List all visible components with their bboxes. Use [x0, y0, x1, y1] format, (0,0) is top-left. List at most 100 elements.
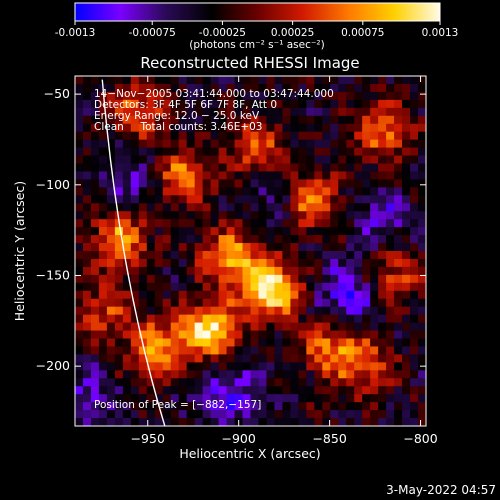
- heatmap-cell: [386, 123, 395, 133]
- heatmap-cell: [330, 123, 339, 133]
- heatmap-cell: [354, 76, 363, 85]
- heatmap-cell: [114, 139, 124, 149]
- heatmap-cell: [154, 91, 164, 101]
- heatmap-cell: [122, 179, 132, 188]
- heatmap-cell: [330, 227, 339, 236]
- heatmap-cell: [354, 314, 363, 324]
- heatmap-cell: [266, 123, 276, 133]
- heatmap-cell: [418, 187, 426, 196]
- heatmap-cell: [210, 107, 220, 117]
- heatmap-cell: [274, 235, 284, 244]
- heatmap-cell: [338, 76, 347, 85]
- heatmap-cell: [298, 235, 307, 244]
- heatmap-cell: [226, 211, 236, 220]
- heatmap-cell: [202, 131, 212, 141]
- heatmap-cell: [282, 147, 291, 157]
- heatmap-cell: [258, 243, 268, 252]
- heatmap-cell: [322, 139, 331, 149]
- heatmap-cell: [314, 227, 323, 236]
- heatmap-cell: [290, 187, 299, 196]
- heatmap-cell: [266, 298, 276, 308]
- heatmap-cell: [394, 139, 403, 149]
- heatmap-cell: [298, 227, 307, 236]
- heatmap-cell: [298, 402, 307, 411]
- heatmap-cell: [98, 314, 108, 324]
- heatmap-cell: [82, 83, 92, 93]
- heatmap-cell: [250, 131, 260, 141]
- heatmap-cell: [410, 362, 419, 371]
- heatmap-cell: [138, 418, 148, 426]
- heatmap-cell: [290, 282, 299, 292]
- heatmap-cell: [282, 370, 291, 379]
- heatmap-cell: [90, 354, 100, 363]
- heatmap-cell: [394, 418, 403, 426]
- heatmap-cell: [338, 107, 347, 117]
- heatmap-cell: [98, 354, 108, 363]
- heatmap-cell: [114, 99, 124, 109]
- heatmap-cell: [178, 163, 188, 173]
- heatmap-cell: [90, 362, 100, 371]
- heatmap-cell: [75, 76, 84, 85]
- heatmap-cell: [202, 354, 212, 363]
- heatmap-cell: [346, 83, 355, 93]
- heatmap-cell: [346, 251, 355, 260]
- heatmap-cell: [218, 91, 228, 101]
- heatmap-cell: [282, 179, 291, 188]
- heatmap-cell: [226, 195, 236, 204]
- heatmap-cell: [266, 211, 276, 220]
- heatmap-cell: [298, 99, 307, 109]
- heatmap-cell: [106, 322, 116, 332]
- heatmap-cell: [346, 410, 355, 419]
- heatmap-cell: [346, 179, 355, 188]
- heatmap-cell: [75, 410, 84, 419]
- heatmap-cell: [210, 338, 220, 348]
- heatmap-cell: [98, 76, 108, 85]
- heatmap-cell: [282, 290, 291, 300]
- heatmap-cell: [234, 195, 244, 204]
- heatmap-cell: [418, 115, 426, 125]
- heatmap-cell: [98, 139, 108, 149]
- heatmap-cell: [234, 91, 244, 101]
- heatmap-cell: [290, 251, 299, 260]
- heatmap-cell: [75, 83, 84, 93]
- heatmap-cell: [314, 131, 323, 141]
- heatmap-cell: [386, 354, 395, 363]
- heatmap-cell: [362, 298, 371, 308]
- heatmap-cell: [98, 298, 108, 308]
- heatmap-cell: [186, 258, 196, 268]
- heatmap-cell: [202, 362, 212, 371]
- heatmap-cell: [370, 386, 379, 395]
- heatmap-cell: [218, 203, 228, 212]
- heatmap-cell: [106, 282, 116, 292]
- heatmap-cell: [154, 290, 164, 300]
- heatmap-cell: [170, 298, 180, 308]
- heatmap-cell: [170, 139, 180, 149]
- heatmap-cell: [138, 211, 148, 220]
- heatmap-cell: [146, 258, 156, 268]
- heatmap-cell: [282, 338, 291, 348]
- heatmap-cell: [266, 163, 276, 173]
- heatmap-cell: [90, 290, 100, 300]
- heatmap-cell: [410, 139, 419, 149]
- heatmap-cell: [90, 211, 100, 220]
- heatmap-cell: [218, 187, 228, 196]
- heatmap-cell: [322, 243, 331, 252]
- heatmap-cell: [98, 219, 108, 228]
- heatmap-cell: [258, 338, 268, 348]
- heatmap-cell: [266, 91, 276, 101]
- heatmap-cell: [138, 115, 148, 125]
- heatmap-cell: [250, 402, 260, 411]
- heatmap-cell: [162, 99, 172, 109]
- heatmap-cell: [314, 171, 323, 180]
- heatmap-cell: [250, 338, 260, 348]
- heatmap-cell: [82, 147, 92, 157]
- heatmap-cell: [242, 83, 252, 93]
- heatmap-cell: [114, 115, 124, 125]
- heatmap-cell: [370, 346, 379, 355]
- heatmap-cell: [362, 171, 371, 180]
- heatmap-cell: [298, 163, 307, 173]
- heatmap-cell: [338, 203, 347, 212]
- heatmap-cell: [162, 378, 172, 387]
- heatmap-cell: [154, 410, 164, 419]
- heatmap-cell: [250, 314, 260, 324]
